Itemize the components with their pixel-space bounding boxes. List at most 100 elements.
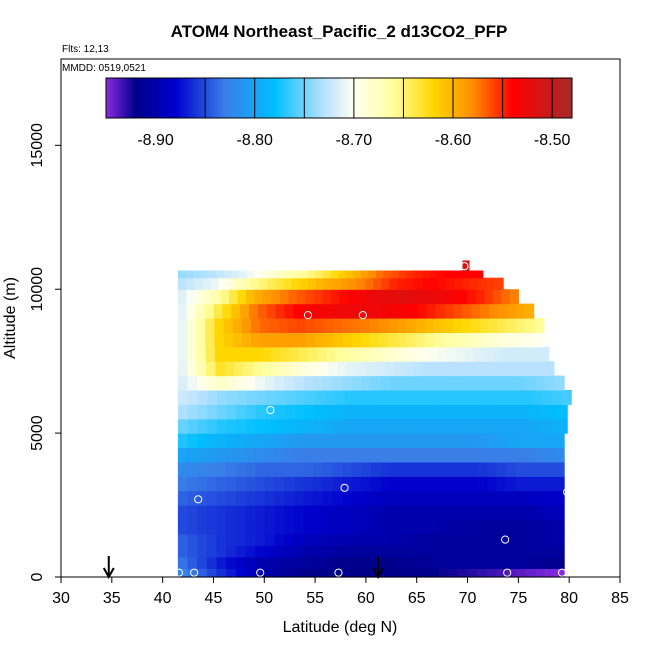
heatmap-cell (351, 375, 362, 391)
heatmap-cell (486, 533, 498, 546)
heatmap-cell (554, 461, 565, 477)
heatmap-cell (460, 404, 471, 420)
heatmap-cell (382, 303, 392, 319)
heatmap-cell (197, 556, 208, 569)
heatmap-cell (429, 277, 439, 290)
heatmap-cell (506, 476, 517, 492)
heatmap-cell (409, 556, 420, 569)
heatmap-cell (293, 375, 305, 391)
heatmap-cell (242, 346, 253, 362)
heatmap-cell (428, 461, 440, 477)
heatmap-cell (217, 389, 228, 405)
heatmap-cell (303, 568, 314, 578)
heatmap-cell (329, 303, 339, 319)
heatmap-cell (409, 505, 420, 521)
heatmap-cell (187, 519, 198, 535)
heatmap-cell (298, 346, 309, 362)
heatmap-cell (389, 277, 399, 290)
heatmap-cell (342, 447, 353, 463)
heatmap-cell (391, 303, 401, 319)
heatmap-cell (430, 404, 442, 420)
heatmap-cell (409, 375, 420, 391)
heatmap-cell (216, 533, 227, 546)
heatmap-cell (194, 289, 205, 305)
heatmap-cell (187, 545, 198, 558)
heatmap-cell (255, 490, 266, 506)
heatmap-cell (343, 404, 354, 420)
sample-point (194, 495, 203, 504)
y-tick-label: 10000 (29, 267, 46, 312)
heatmap-cell (206, 556, 218, 569)
heatmap-cell (186, 289, 196, 305)
heatmap-cell (469, 404, 481, 420)
heatmap-cell (438, 568, 449, 578)
heatmap-cell (318, 361, 329, 377)
heatmap-cell (284, 568, 295, 578)
heatmap-cell (486, 519, 498, 535)
heatmap-cell (530, 346, 541, 362)
heatmap-cell (281, 361, 292, 377)
heatmap-cell (467, 476, 478, 492)
heatmap-cell (470, 318, 481, 333)
heatmap-cell (409, 519, 420, 535)
heatmap-cell (284, 447, 295, 463)
heatmap-cell (293, 519, 305, 535)
heatmap-cell (515, 447, 527, 463)
heatmap-cell (438, 533, 449, 546)
heatmap-cell (486, 545, 498, 558)
heatmap-cell (293, 303, 303, 319)
heatmap-cell (305, 318, 316, 333)
heatmap-cell (264, 490, 276, 506)
heatmap-cell (448, 433, 459, 449)
heatmap-cell (376, 270, 385, 279)
heatmap-cell (551, 389, 562, 405)
heatmap-cell (496, 556, 507, 569)
heatmap-cell (353, 418, 364, 434)
heatmap-cell (356, 361, 367, 377)
heatmap-cell (313, 545, 324, 558)
heatmap-cell (379, 332, 389, 348)
heatmap-cell (255, 404, 267, 420)
heatmap-cell (197, 418, 208, 434)
heatmap-cell (544, 447, 556, 463)
heatmap-cell (472, 389, 484, 405)
heatmap-cell (324, 277, 333, 290)
heatmap-cell (333, 332, 344, 348)
heatmap-cell (535, 490, 546, 506)
heatmap-cell (255, 433, 266, 449)
heatmap-cell (360, 332, 371, 348)
heatmap-cell (293, 490, 305, 506)
heatmap-cell (213, 303, 223, 319)
heatmap-cell (372, 418, 383, 434)
heatmap-cell (226, 545, 237, 558)
heatmap-cell (347, 361, 358, 377)
sample-point (340, 483, 349, 492)
heatmap-cell (351, 505, 362, 521)
heatmap-cell (323, 404, 335, 420)
heatmap-cell (370, 490, 382, 506)
heatmap-cell (405, 277, 415, 290)
heatmap-cell (457, 519, 469, 535)
heatmap-cell (399, 568, 411, 578)
heatmap-cell (438, 476, 449, 492)
heatmap-cell (477, 461, 488, 477)
heatmap-cell (269, 332, 280, 348)
heatmap-cell (448, 545, 459, 558)
heatmap-cell (400, 303, 410, 319)
heatmap-cell (409, 490, 420, 506)
heatmap-cell (293, 461, 305, 477)
heatmap-cell (361, 556, 372, 569)
heatmap-cell (415, 318, 426, 333)
heatmap-cell (507, 332, 517, 348)
heatmap-cell (457, 556, 469, 569)
heatmap-cell (351, 556, 362, 569)
heatmap-cell (216, 404, 228, 420)
heatmap-cell (525, 433, 536, 449)
heatmap-cell (443, 389, 454, 405)
heatmap-cell (305, 289, 315, 305)
heatmap-cell (496, 375, 507, 391)
heatmap-cell (255, 505, 266, 521)
heatmap-cell (380, 476, 391, 492)
heatmap-cell (271, 289, 281, 305)
heatmap-cell (537, 404, 549, 420)
